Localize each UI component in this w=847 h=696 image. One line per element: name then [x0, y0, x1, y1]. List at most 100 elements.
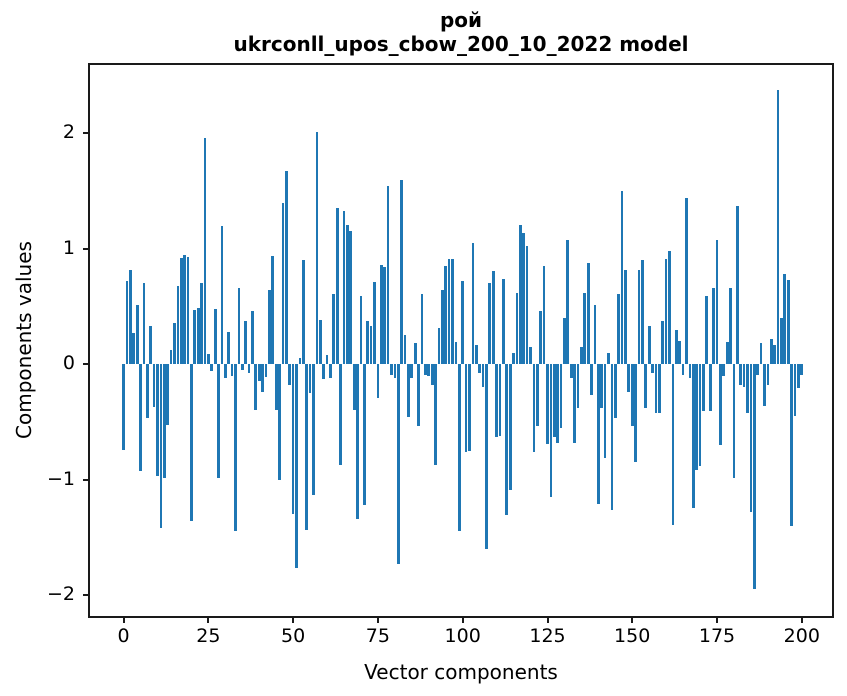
bar: [603, 364, 607, 458]
bar: [610, 364, 614, 510]
x-tick-label: 150: [614, 625, 651, 647]
bar: [152, 364, 156, 407]
bar: [559, 364, 563, 428]
bar: [342, 210, 346, 365]
bar: [583, 292, 587, 365]
bar: [658, 364, 661, 413]
x-tick-label: 200: [783, 625, 820, 647]
bar: [671, 364, 675, 525]
bar: [301, 260, 305, 365]
bar: [654, 364, 658, 413]
bar: [793, 364, 797, 417]
plot-area: [88, 63, 834, 618]
bar: [420, 293, 424, 365]
bar: [373, 282, 376, 365]
bar: [440, 290, 444, 365]
bar: [403, 335, 407, 365]
bar: [332, 293, 336, 365]
bar: [379, 264, 383, 365]
bar: [586, 262, 590, 365]
bar: [702, 364, 705, 412]
bar: [329, 364, 332, 378]
bar: [196, 307, 200, 365]
chart-subtitle: ukrconll_upos_cbow_200_10_2022 model: [233, 32, 689, 56]
x-tick-mark: [800, 618, 803, 623]
bar: [644, 364, 648, 408]
bar: [515, 292, 519, 365]
bar: [349, 231, 353, 365]
bar: [207, 353, 210, 365]
bar: [732, 364, 736, 479]
bar: [308, 364, 312, 393]
bar: [783, 274, 787, 365]
bar: [386, 186, 390, 365]
bar: [722, 364, 726, 376]
bar: [800, 364, 804, 375]
bar: [478, 364, 481, 374]
bar: [674, 329, 678, 365]
bar: [325, 354, 329, 365]
bar: [288, 364, 292, 385]
bar: [312, 364, 315, 495]
bar: [285, 171, 288, 365]
bar: [278, 364, 281, 480]
bar: [247, 364, 251, 374]
bar: [715, 239, 719, 365]
bar: [162, 364, 166, 479]
bar: [396, 364, 400, 564]
bar: [797, 364, 800, 389]
bar: [773, 344, 776, 365]
bar: [179, 258, 183, 365]
bar: [590, 364, 593, 396]
y-tick-mark: [83, 593, 88, 596]
bar: [156, 364, 159, 477]
bar: [637, 269, 641, 365]
bar: [132, 333, 136, 365]
bar: [376, 364, 380, 398]
bar: [498, 364, 502, 436]
bar: [139, 364, 142, 472]
bar: [752, 364, 756, 590]
bar: [661, 321, 665, 365]
bar: [135, 305, 139, 365]
bar: [356, 364, 359, 519]
bar: [505, 364, 509, 516]
bar: [729, 288, 732, 365]
bar: [725, 342, 729, 365]
bar: [712, 288, 715, 365]
bar: [149, 326, 153, 365]
bar: [417, 364, 420, 427]
bar: [495, 364, 498, 437]
bar: [756, 364, 760, 375]
bar: [529, 346, 532, 365]
bar: [315, 132, 319, 365]
bar: [742, 364, 746, 388]
bar: [173, 322, 176, 365]
bar: [213, 308, 217, 365]
bar: [580, 346, 583, 365]
bar: [281, 202, 285, 365]
bar: [485, 364, 488, 549]
bar: [251, 311, 254, 365]
x-tick-label: 100: [444, 625, 481, 647]
x-tick-mark: [207, 618, 210, 623]
bar: [739, 364, 743, 385]
bar: [407, 364, 410, 418]
bar: [627, 364, 631, 392]
bar: [193, 309, 197, 365]
bar: [183, 254, 186, 365]
bar: [596, 364, 600, 504]
x-tick-label: 75: [365, 625, 390, 647]
bar: [298, 358, 302, 365]
bar: [230, 364, 234, 376]
bar: [217, 364, 220, 479]
chart-title-block: рой ukrconll_upos_cbow_200_10_2022 model: [88, 8, 834, 56]
bar: [749, 364, 753, 512]
bar: [549, 364, 553, 497]
bar: [481, 364, 485, 388]
bar: [240, 364, 244, 370]
bar: [359, 296, 363, 365]
bar: [678, 341, 682, 365]
y-tick-mark: [83, 478, 88, 481]
x-tick-label: 25: [196, 625, 221, 647]
